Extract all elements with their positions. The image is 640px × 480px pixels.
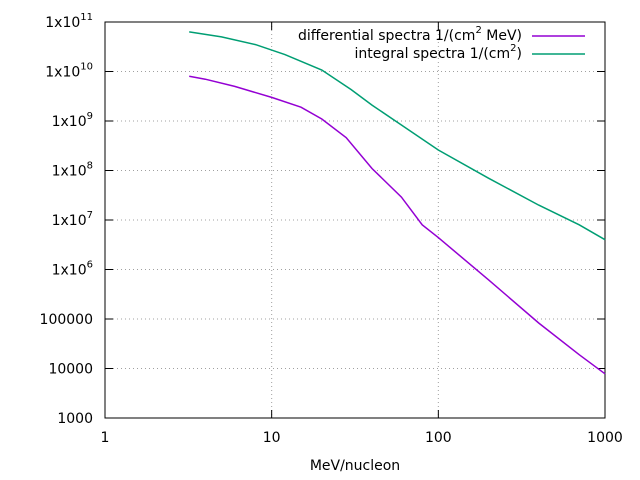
x-tick-label: 100 xyxy=(425,430,452,446)
x-tick-label: 1 xyxy=(101,430,110,446)
x-tick-label: 10 xyxy=(263,430,281,446)
series-line xyxy=(189,31,606,241)
y-tick-label: 1x1010 xyxy=(45,62,93,81)
y-tick-label: 1x108 xyxy=(52,161,93,180)
plot-frame xyxy=(104,21,606,419)
series-line xyxy=(189,75,606,375)
y-tick-label: 1x1011 xyxy=(45,12,93,31)
y-tick-label: 1000 xyxy=(57,411,93,427)
legend-label: integral spectra 1/(cm2) xyxy=(355,43,522,62)
legend-label: differential spectra 1/(cm2 MeV) xyxy=(298,25,522,44)
y-tick-label: 100000 xyxy=(40,312,93,328)
x-axis-label: MeV/nucleon xyxy=(310,458,400,474)
x-tick-label: 1000 xyxy=(587,430,623,446)
y-tick-label: 1x107 xyxy=(52,210,93,229)
y-tick-label: 1x109 xyxy=(52,111,93,130)
y-tick-label: 1x106 xyxy=(52,260,93,279)
y-tick-label: 10000 xyxy=(48,362,93,378)
